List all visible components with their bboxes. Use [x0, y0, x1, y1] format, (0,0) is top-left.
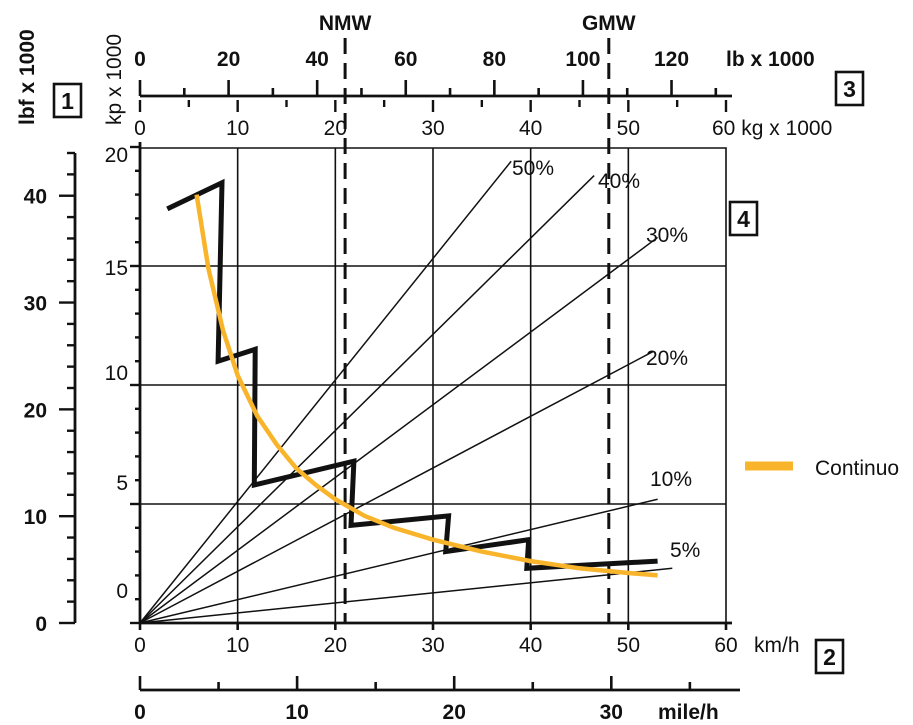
lb-tick-label: 80 [483, 48, 506, 71]
mph-tick-label: 20 [443, 701, 466, 724]
callout-box-3 [834, 70, 865, 107]
grade-label: 10% [650, 468, 692, 491]
lbf-axis-label: lbf x 1000 [16, 29, 39, 125]
grid [140, 148, 726, 623]
callout-box-1 [52, 82, 83, 119]
callout-box-2 [814, 638, 845, 675]
grade-line [139, 567, 673, 624]
callout-label-3: 3 [843, 76, 856, 102]
lbf-tick-label: 0 [35, 613, 47, 636]
kmh-tick-label: 10 [226, 634, 249, 657]
lb-axis-label: lb x 1000 [726, 48, 815, 71]
mph-tick-label: 0 [134, 701, 146, 724]
kmh-tick-label: 20 [324, 634, 347, 657]
grade-label: 40% [598, 170, 640, 193]
callout-label-1: 1 [61, 88, 74, 114]
kg-axis-label: 60 kg x 1000 [712, 117, 832, 140]
weight-markers: NMW GMW [319, 12, 636, 623]
lbf-tick-label: 10 [24, 506, 47, 529]
grade-label: 30% [646, 224, 688, 247]
kg-tick-label: 10 [226, 117, 249, 140]
lb-tick-label: 60 [394, 48, 417, 71]
kg-tick-label: 20 [324, 117, 347, 140]
grade-line [139, 498, 658, 624]
mph-tick-label: 30 [600, 701, 623, 724]
grade-line [139, 351, 654, 624]
grade-label: 5% [670, 539, 700, 562]
kp-tick-label: 10 [105, 362, 128, 385]
grade-line [139, 175, 595, 624]
callout-box-4 [728, 200, 759, 237]
lb-tick-label: 40 [305, 48, 328, 71]
kg-tick-label: 50 [617, 117, 640, 140]
lb-tick-label: 100 [565, 48, 600, 71]
kmh-tick-label: 60 [714, 634, 737, 657]
grade-line [139, 160, 512, 624]
lb-tick-label: 20 [217, 48, 240, 71]
lb-tick-label: 0 [134, 48, 146, 71]
series [166, 178, 658, 578]
mph-axis-label: mile/h [658, 701, 719, 724]
kp-tick-label: 20 [105, 144, 128, 167]
kp-tick-label: 0 [116, 580, 128, 603]
kmh-tick-label: 40 [519, 634, 542, 657]
stepped-tractive-force-line [166, 178, 658, 571]
mph-tick-label: 10 [285, 701, 308, 724]
kmh-axis-label: km/h [754, 634, 800, 657]
legend: Continuo [745, 457, 899, 480]
kg-tick-label: 40 [519, 117, 542, 140]
legend-label: Continuo [815, 457, 899, 480]
grade-lines: 50% 40% 30% 20% 10% 5% [139, 157, 700, 624]
lb-tick-label: 120 [654, 48, 689, 71]
lbf-tick-label: 20 [24, 399, 47, 422]
kmh-tick-label: 50 [617, 634, 640, 657]
lbf-tick-label: 40 [24, 186, 47, 209]
kp-tick-label: 5 [116, 472, 128, 495]
callout-label-2: 2 [823, 644, 836, 670]
axes: 0 10 20 30 40 50 60 km/h0 10 20 30 mile/h05101520kp… [16, 29, 832, 724]
kg-tick-label: 30 [421, 117, 444, 140]
marker-label-nmw: NMW [319, 12, 372, 35]
grade-label: 20% [646, 347, 688, 370]
kmh-tick-label: 30 [421, 634, 444, 657]
kp-tick-label: 15 [105, 257, 128, 280]
plot-border [140, 147, 727, 623]
plot-frame [138, 142, 732, 625]
callouts: 1 2 3 4 [52, 70, 865, 675]
kg-tick-label: 0 [134, 117, 146, 140]
kp-axis-label: kp x 1000 [103, 34, 126, 125]
callout-label-4: 4 [737, 206, 750, 232]
grade-line [139, 236, 659, 624]
continuous-tractive-force-curve [194, 194, 658, 578]
marker-label-gmw: GMW [582, 12, 636, 35]
kmh-tick-label: 0 [134, 634, 146, 657]
lbf-tick-label: 30 [24, 293, 47, 316]
grade-label: 50% [512, 157, 554, 180]
